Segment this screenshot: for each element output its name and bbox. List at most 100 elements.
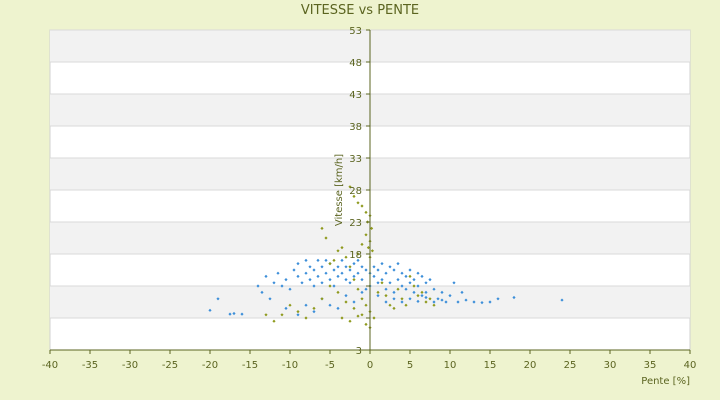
data-point <box>376 281 380 285</box>
y-tick-label: 18 <box>349 250 362 261</box>
x-tick-label: 15 <box>484 360 497 371</box>
data-point <box>324 271 328 275</box>
data-point <box>480 301 484 305</box>
data-point <box>380 262 384 266</box>
x-tick-label: 40 <box>684 360 697 371</box>
data-point <box>328 262 332 266</box>
data-point <box>496 297 500 301</box>
x-tick-label: -20 <box>202 360 218 371</box>
data-point <box>288 287 292 291</box>
data-point <box>412 278 416 282</box>
data-point <box>296 313 300 317</box>
data-point <box>340 258 344 262</box>
data-point <box>428 278 432 282</box>
data-point <box>464 298 468 302</box>
x-tick-label: -35 <box>82 360 98 371</box>
x-tick-label: 25 <box>564 360 577 371</box>
x-axis-ticks: -40 -35 -30 -25 -20 -15 -10 -5 0 5 10 15 20 25 30 35 40 <box>42 350 697 371</box>
data-point <box>304 316 308 320</box>
x-tick-label: 20 <box>524 360 537 371</box>
data-point <box>328 303 332 307</box>
data-point <box>272 281 276 285</box>
data-point <box>428 297 432 301</box>
data-point <box>396 278 400 282</box>
data-point <box>404 274 408 278</box>
data-point <box>384 271 388 275</box>
data-point <box>396 287 400 291</box>
data-point <box>356 201 360 205</box>
x-tick-label: -10 <box>282 360 298 371</box>
data-point <box>436 297 440 301</box>
y-tick-label: 53 <box>349 26 362 37</box>
x-tick-label: -25 <box>162 360 178 371</box>
data-point <box>272 319 276 323</box>
data-point <box>360 204 364 208</box>
data-point <box>208 308 212 312</box>
data-point <box>296 274 300 278</box>
data-point <box>312 284 316 288</box>
data-point <box>308 278 312 282</box>
data-point <box>340 271 344 275</box>
y-tick-label: 28 <box>349 186 362 197</box>
data-point <box>324 236 328 240</box>
data-point <box>216 297 220 301</box>
data-point <box>388 281 392 285</box>
y-tick-label: 23 <box>349 218 362 229</box>
data-point <box>312 268 316 272</box>
data-point <box>328 284 332 288</box>
data-point <box>364 210 368 214</box>
data-point <box>312 306 316 310</box>
data-point <box>388 265 392 269</box>
data-point <box>372 274 376 278</box>
data-point <box>364 303 368 307</box>
data-point <box>376 268 380 272</box>
data-point <box>408 268 412 272</box>
data-point <box>344 278 348 282</box>
data-point <box>460 290 464 294</box>
data-point <box>356 287 360 291</box>
data-point <box>404 287 408 291</box>
data-point <box>364 322 368 326</box>
x-tick-label: -5 <box>325 360 335 371</box>
data-point <box>364 233 368 237</box>
data-point <box>356 314 360 318</box>
data-point <box>412 284 416 288</box>
data-point <box>360 242 364 246</box>
data-point <box>360 313 364 317</box>
data-point <box>284 306 288 310</box>
data-point <box>420 274 424 278</box>
data-point <box>320 281 324 285</box>
data-point <box>352 274 356 278</box>
data-point <box>392 306 396 310</box>
data-point <box>472 300 476 304</box>
data-point <box>416 294 420 298</box>
y-tick-label: 3 <box>356 346 362 357</box>
data-point <box>452 281 456 285</box>
data-point <box>416 271 420 275</box>
data-point <box>344 265 348 269</box>
data-point <box>260 290 264 294</box>
data-point <box>372 316 376 320</box>
data-point <box>408 281 412 285</box>
data-point <box>332 268 336 272</box>
data-point <box>348 185 352 189</box>
data-point <box>380 281 384 285</box>
data-point <box>296 310 300 314</box>
data-point <box>356 258 360 262</box>
data-point <box>324 258 328 262</box>
data-point <box>356 252 360 256</box>
data-point <box>392 290 396 294</box>
y-axis-label: Vitesse [km/h] <box>334 154 345 226</box>
data-point <box>344 300 348 304</box>
data-point <box>432 287 436 291</box>
data-point <box>360 290 364 294</box>
data-point <box>380 278 384 282</box>
data-point <box>280 313 284 317</box>
data-point <box>512 295 516 300</box>
data-point <box>228 312 232 316</box>
data-point <box>352 194 356 198</box>
data-point <box>396 262 400 266</box>
data-point <box>356 271 360 275</box>
x-tick-label: -40 <box>42 360 58 371</box>
